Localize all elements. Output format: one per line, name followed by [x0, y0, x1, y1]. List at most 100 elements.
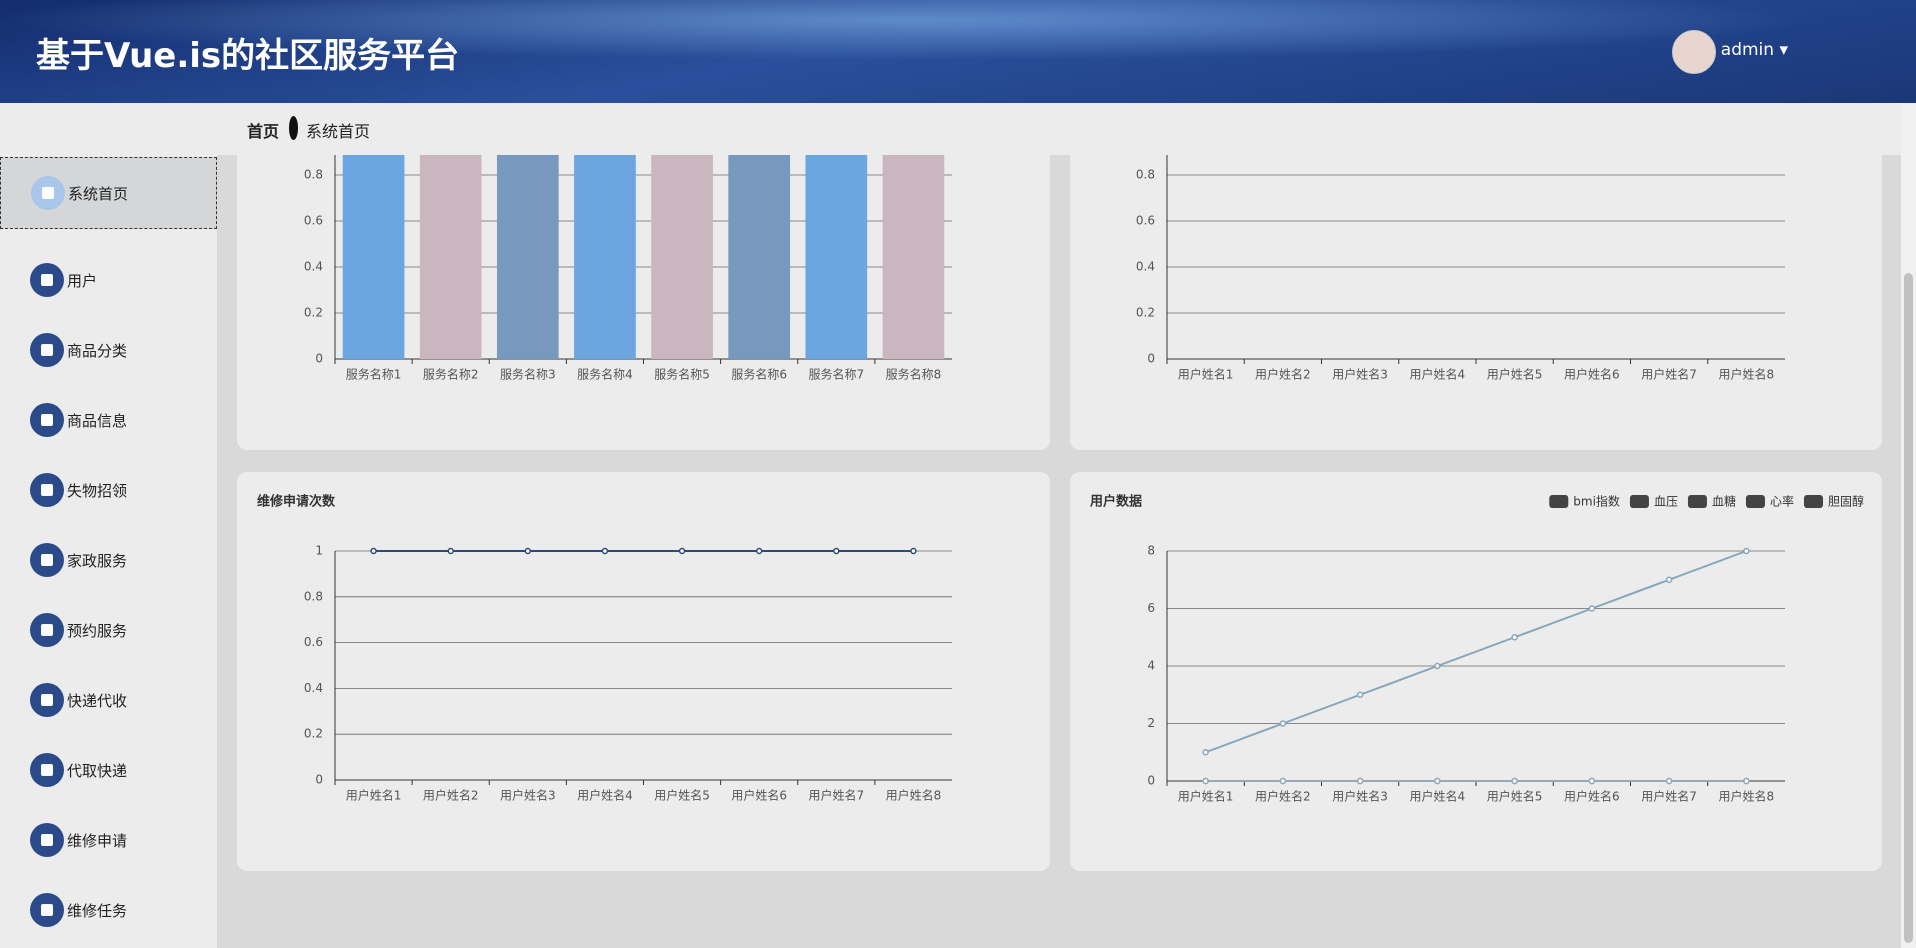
menu-item[interactable]: 系统首页: [0, 157, 217, 229]
point: [1665, 576, 1673, 583]
menu-item[interactable]: 维修任务: [0, 875, 217, 945]
menu-label[interactable]: 失物招领: [67, 482, 128, 500]
y-tick-label: 1: [315, 544, 323, 558]
menu-label[interactable]: 预约服务: [67, 622, 128, 640]
x-tick-label: 服务名称7: [808, 367, 864, 382]
y-tick-label: 0: [1147, 774, 1155, 788]
x-tick-label: 用户姓名3: [1332, 367, 1388, 382]
y-tick-label: 4: [1147, 659, 1155, 673]
legend-label: 心率: [1770, 494, 1794, 509]
x-tick-label: 用户姓名3: [500, 788, 556, 803]
x-tick-label: 用户姓名4: [577, 788, 633, 803]
y-tick-label: 0.8: [1136, 168, 1155, 182]
legend-label: 胆固醇: [1828, 494, 1864, 509]
point: [1356, 691, 1364, 698]
menu-icon: [30, 263, 64, 297]
y-tick-label: 8: [1147, 544, 1155, 558]
menu-label[interactable]: 快递代收: [67, 692, 128, 710]
menu-icon: [30, 543, 64, 577]
menu-item[interactable]: 失物招领: [0, 455, 217, 525]
x-tick-label: 服务名称2: [423, 367, 479, 382]
menu-item[interactable]: 商品分类: [0, 315, 217, 385]
menu-label[interactable]: 维修任务: [67, 902, 128, 920]
user-menu[interactable]: admin ▾: [1720, 40, 1788, 60]
bar: [574, 129, 636, 359]
legend-swatch: [1549, 495, 1569, 508]
menu-label[interactable]: 代取快递: [67, 762, 128, 780]
menu-icon: [30, 613, 64, 647]
point: [678, 547, 686, 555]
legend-label: bmi指数: [1573, 494, 1620, 509]
x-tick-label: 用户姓名5: [1487, 789, 1543, 804]
menu-label[interactable]: 家政服务: [67, 552, 128, 570]
menu-icon: [30, 333, 64, 367]
breadcrumb: 首页 系统首页: [0, 103, 1916, 155]
x-tick-label: 服务名称6: [731, 367, 787, 382]
y-tick-label: 0.8: [304, 589, 323, 603]
legend-label: 血压: [1654, 495, 1678, 509]
avatar[interactable]: [1672, 30, 1716, 74]
point: [1588, 605, 1596, 612]
scrollbar[interactable]: [1901, 103, 1916, 948]
card: [1070, 472, 1882, 871]
chart-title: 维修申请次数: [257, 494, 336, 510]
header: 基于Vue.is的社区服务平台 admin ▾: [0, 0, 1916, 103]
menu-item[interactable]: 用户: [0, 245, 217, 315]
menu-icon: [30, 403, 64, 437]
x-tick-label: 用户姓名1: [1178, 789, 1234, 804]
point: [1434, 777, 1441, 785]
menu-icon: [30, 823, 64, 857]
y-tick-label: 0.4: [304, 681, 323, 695]
menu-icon: [30, 683, 64, 717]
point: [1665, 777, 1673, 785]
menu-item[interactable]: 快递代收: [0, 665, 217, 735]
y-tick-label: 0.4: [1136, 260, 1155, 274]
y-tick-label: 0.2: [1136, 306, 1155, 320]
x-tick-label: 用户姓名2: [1255, 789, 1311, 804]
menu-item[interactable]: 预约服务: [0, 595, 217, 665]
x-tick-label: 用户姓名2: [1255, 367, 1311, 382]
x-tick-label: 用户姓名4: [1410, 367, 1466, 382]
scroll-thumb[interactable]: [1904, 273, 1913, 943]
chart-title: 用户数据: [1089, 494, 1142, 510]
separator: [289, 116, 298, 140]
x-tick-label: 用户姓名7: [808, 788, 864, 803]
legend-swatch: [1745, 495, 1765, 508]
bar: [496, 129, 559, 359]
point: [1202, 749, 1209, 756]
menu-label[interactable]: 商品分类: [67, 342, 128, 360]
x-tick-label: 用户姓名1: [346, 788, 402, 803]
bar: [882, 129, 945, 359]
app-title: 基于Vue.is的社区服务平台: [36, 36, 460, 76]
point: [1743, 547, 1750, 555]
card: [237, 472, 1050, 871]
y-tick-label: 0.6: [304, 214, 323, 228]
menu-label[interactable]: 用户: [67, 272, 98, 290]
sidebar: 系统首页用户商品分类商品信息失物招领家政服务预约服务快递代收代取快递维修申请维修…: [0, 155, 217, 948]
menu-item[interactable]: 家政服务: [0, 525, 217, 595]
user-name[interactable]: admin: [1720, 40, 1775, 60]
x-tick-label: 用户姓名6: [1564, 367, 1620, 382]
y-tick-label: 0: [315, 352, 323, 366]
x-tick-label: 用户姓名5: [654, 788, 710, 803]
point: [1356, 777, 1364, 785]
menu-label[interactable]: 商品信息: [67, 412, 128, 430]
x-tick-label: 服务名称3: [500, 367, 556, 382]
menu-item[interactable]: 代取快递: [0, 735, 217, 805]
x-tick-label: 服务名称4: [577, 367, 633, 382]
x-tick-label: 用户姓名7: [1641, 367, 1697, 382]
x-tick-label: 用户姓名2: [423, 788, 479, 803]
menu-label[interactable]: 维修申请: [67, 832, 128, 850]
point: [1279, 777, 1287, 785]
menu-item[interactable]: 维修申请: [0, 805, 217, 875]
y-tick-label: 0: [315, 773, 323, 787]
point: [1279, 720, 1287, 727]
menu-icon: [30, 893, 64, 927]
menu-label[interactable]: 系统首页: [68, 185, 129, 203]
x-tick-label: 用户姓名6: [731, 788, 787, 803]
menu-icon: [30, 473, 64, 507]
menu-item[interactable]: 商品信息: [0, 385, 217, 455]
crumb[interactable]: 首页: [247, 122, 280, 141]
x-tick-label: 服务名称8: [886, 367, 942, 382]
